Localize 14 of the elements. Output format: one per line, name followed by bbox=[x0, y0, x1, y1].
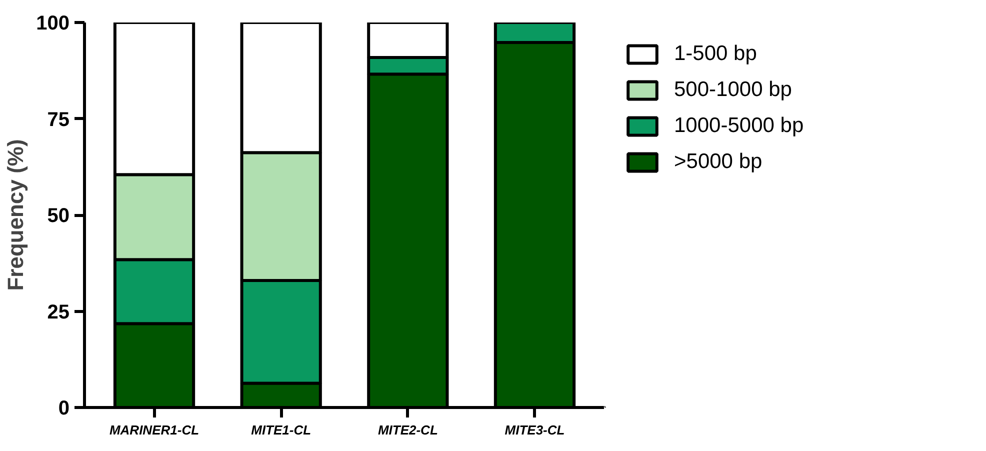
y-tick-label: 0 bbox=[58, 398, 70, 420]
y-tick-label: 25 bbox=[47, 301, 70, 324]
x-tick-label: MITE2-CL bbox=[378, 422, 438, 438]
legend-label: 1000-5000 bp bbox=[674, 114, 804, 138]
x-tick-label: MARINER1-CL bbox=[109, 422, 200, 438]
legend-label: >5000 bp bbox=[674, 150, 762, 174]
y-axis-title: Frequency (%) bbox=[3, 139, 28, 291]
legend-label: 1-500 bp bbox=[674, 42, 757, 66]
y-tick-label: 50 bbox=[47, 205, 70, 227]
x-tick-label: MITE3-CL bbox=[504, 422, 565, 438]
y-tick-label: 100 bbox=[36, 12, 70, 34]
legend-label: 500-1000 bp bbox=[674, 78, 792, 102]
x-tick-label: MITE1-CL bbox=[251, 422, 312, 438]
y-tick-label: 75 bbox=[47, 108, 70, 131]
